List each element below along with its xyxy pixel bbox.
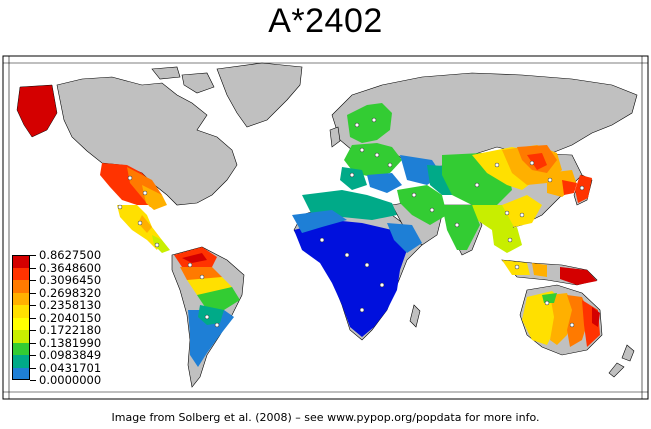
world-map — [2, 55, 649, 400]
legend-label: 0.2698320 — [39, 285, 102, 300]
legend-label: 0.0983849 — [39, 348, 102, 362]
legend-tick — [30, 330, 36, 332]
legend-swatch — [12, 342, 30, 356]
legend-row: 0.2698320 — [10, 285, 130, 306]
legend-swatch — [12, 267, 30, 281]
image-caption: Image from Solberg et al. (2008) – see w… — [111, 411, 540, 424]
legend-label: 0.3096450 — [39, 273, 102, 287]
legend-row: 0.0983849 — [10, 348, 130, 368]
legend-tick — [30, 342, 36, 344]
legend-row: 0.2040150 — [10, 310, 130, 331]
legend-swatch — [12, 255, 30, 268]
legend-row: 0.2358130 — [10, 298, 130, 318]
legend-row: 0.3648600 — [10, 260, 130, 281]
legend-label: 0.1722180 — [39, 323, 102, 337]
legend-row: 0.1381990 — [10, 335, 130, 356]
region-alaska — [16, 84, 58, 138]
legend-tick — [30, 267, 36, 269]
region-new-guinea — [560, 267, 597, 285]
legend-tick — [30, 367, 36, 369]
legend-tick — [30, 255, 36, 257]
region-scandinavia — [347, 103, 392, 143]
region-india — [442, 205, 480, 250]
legend-swatch — [12, 355, 30, 368]
legend-swatch — [12, 280, 30, 293]
legend-label: 0.3648600 — [39, 260, 102, 275]
legend-label: 0.0000000 — [39, 373, 102, 387]
legend-label: 0.0431701 — [39, 360, 102, 375]
legend-swatch — [12, 367, 30, 381]
legend-row: 0.0431701 — [10, 360, 130, 381]
legend-label: 0.1381990 — [39, 335, 102, 350]
legend-tick — [30, 380, 36, 382]
legend-row: 0.8627500 — [10, 248, 130, 268]
region-south-america-south — [188, 310, 234, 367]
legend-tick — [30, 305, 36, 307]
legend-tick — [30, 355, 36, 357]
legend-row: 0.1722180 — [10, 323, 130, 343]
map-title: A*2402 — [268, 2, 383, 40]
legend-tick — [30, 292, 36, 294]
legend-swatch — [12, 330, 30, 343]
legend-swatch — [12, 292, 30, 306]
legend-swatch — [12, 305, 30, 318]
legend-tick — [30, 317, 36, 319]
legend-label: 0.8627500 — [39, 248, 102, 262]
legend-label: 0.2358130 — [39, 298, 102, 312]
legend-label: 0.2040150 — [39, 310, 102, 325]
legend-tick — [30, 280, 36, 282]
region-mexico — [117, 205, 162, 250]
region-europe — [344, 143, 402, 177]
legend-swatch — [12, 317, 30, 331]
legend-row: 0.0000000 — [10, 373, 130, 387]
sample-points — [117, 117, 585, 328]
legend-row: 0.3096450 — [10, 273, 130, 293]
region-sub-saharan-africa — [294, 220, 407, 337]
